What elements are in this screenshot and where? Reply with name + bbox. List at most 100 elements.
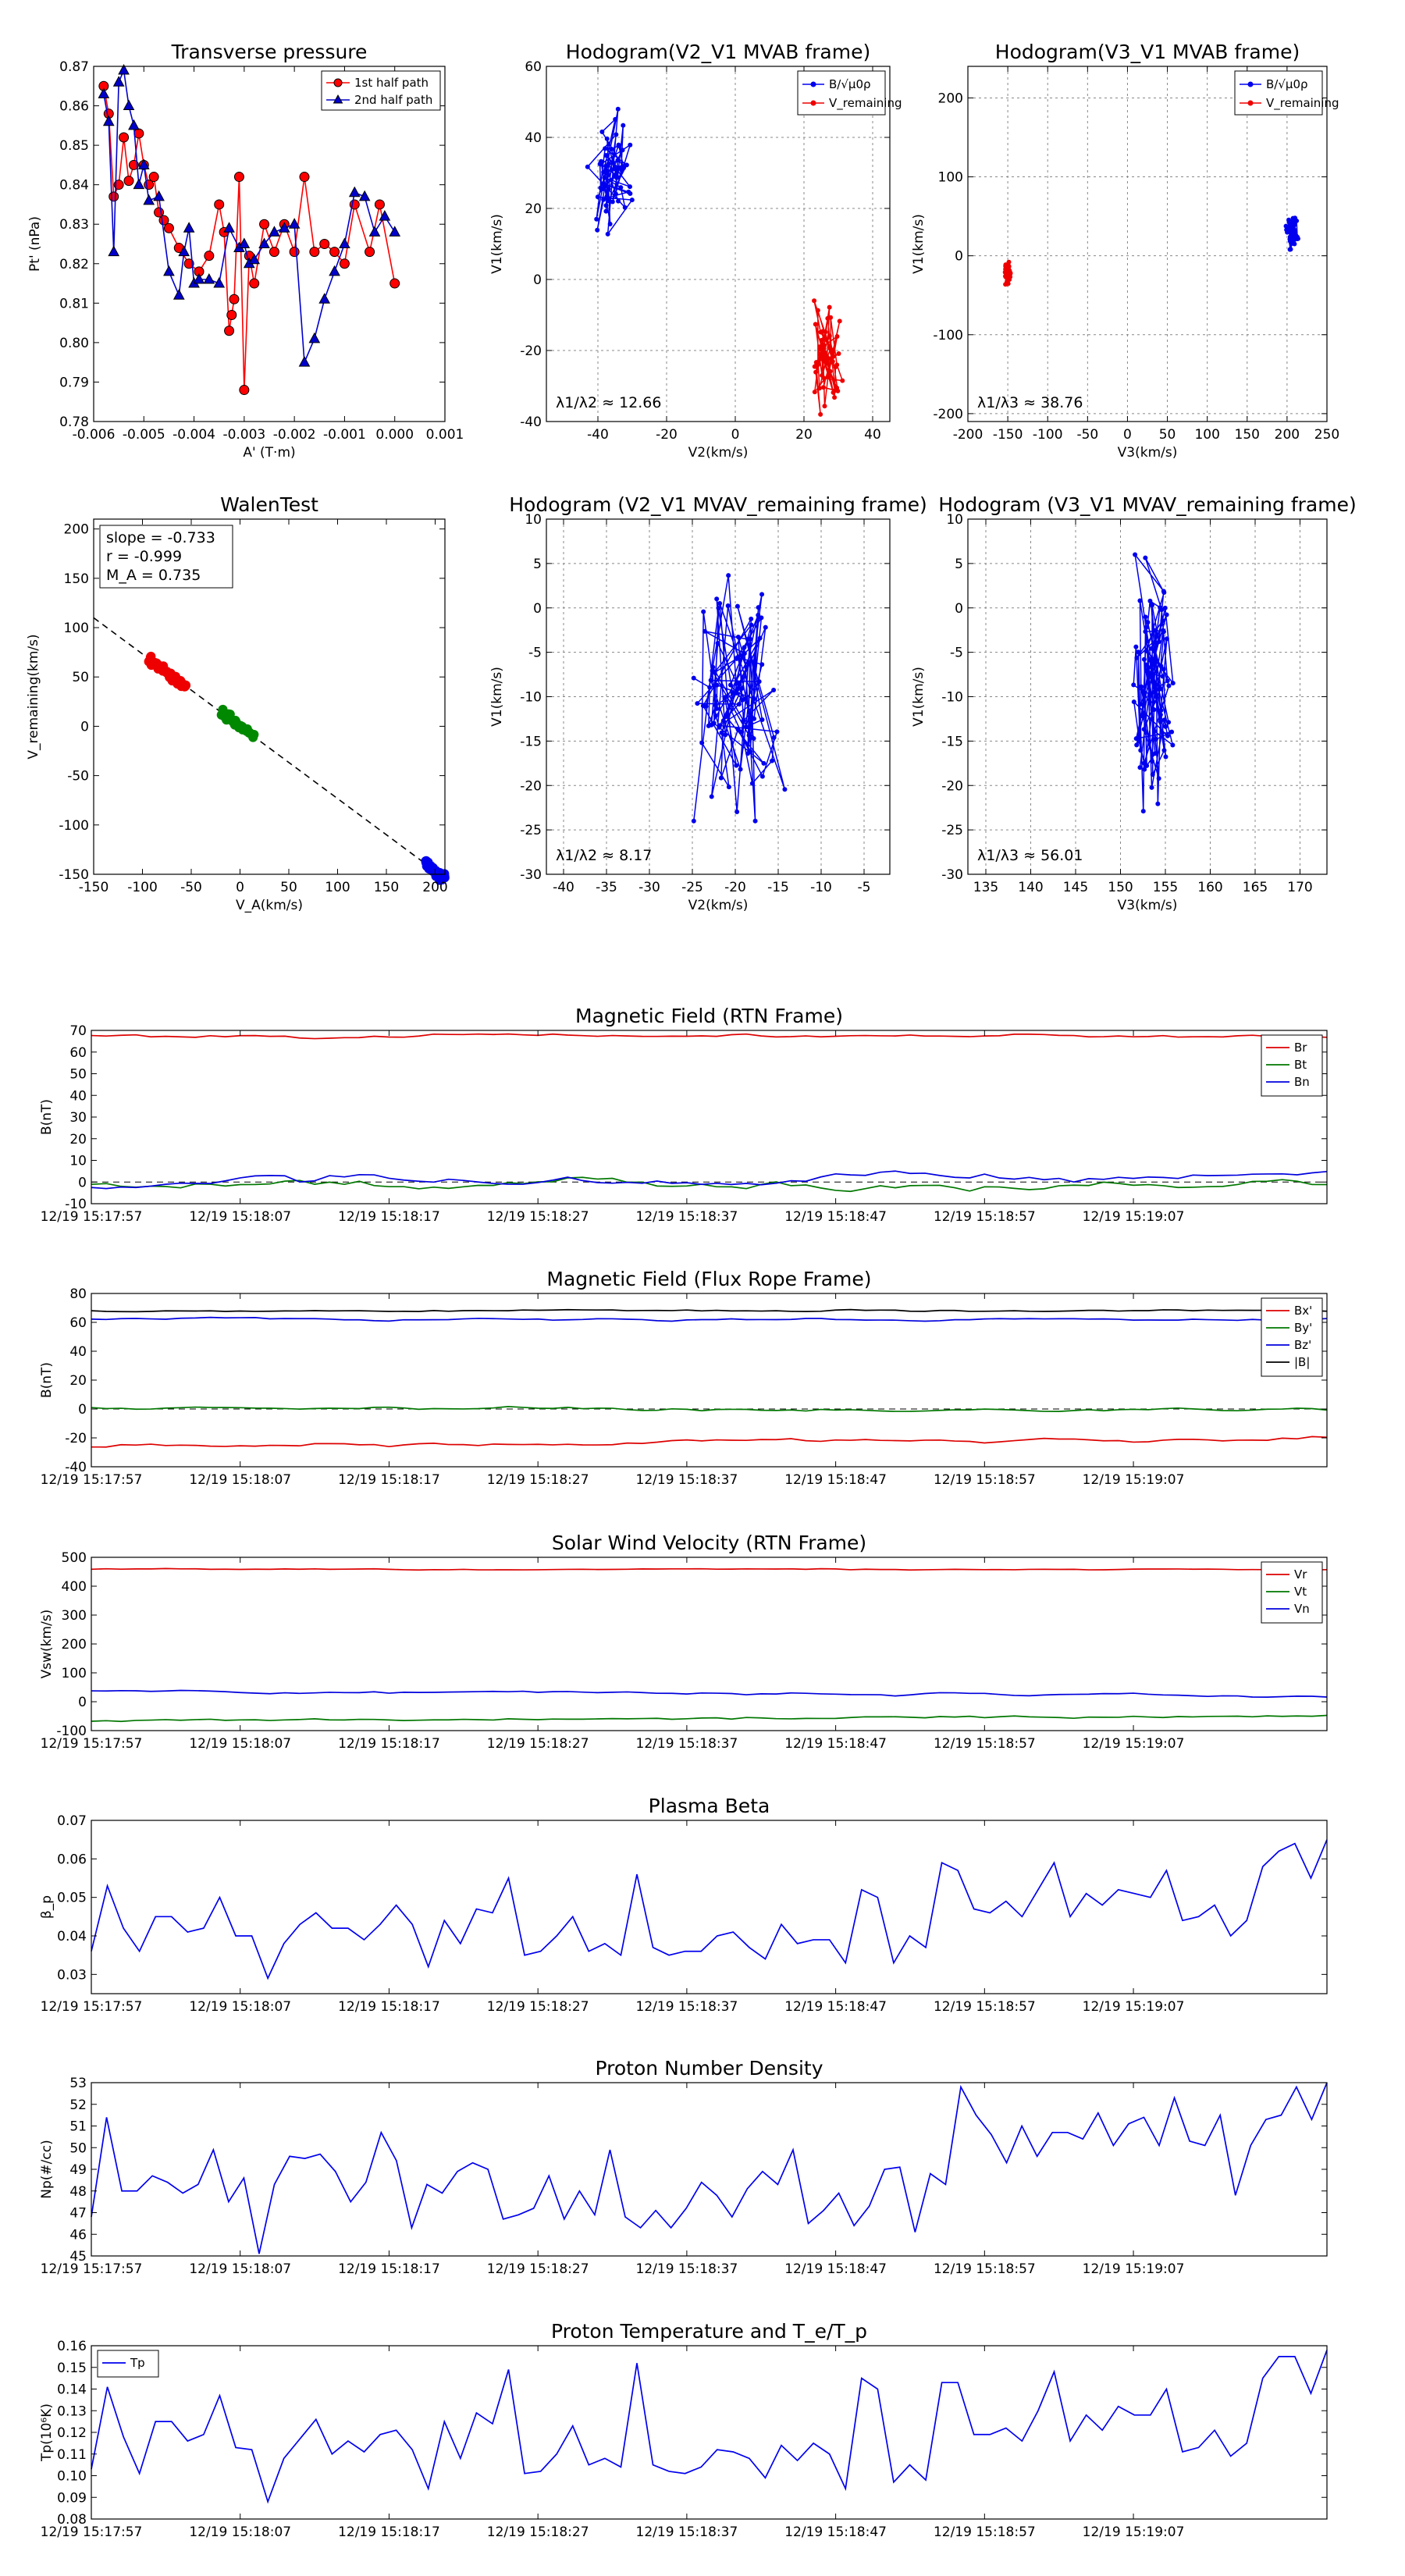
time-tick-label: 12/19 15:18:47: [784, 1736, 887, 1752]
data-point: [763, 624, 768, 630]
data-point: [714, 682, 720, 688]
data-point: [595, 194, 600, 200]
x-tick-label: 160: [1197, 880, 1222, 895]
x-tick-label: -0.004: [173, 427, 215, 443]
y-tick-label: 150: [64, 571, 89, 587]
y-tick-label: 0.85: [59, 138, 89, 154]
data-point: [817, 344, 823, 350]
data-point: [339, 258, 350, 269]
y-axis-label: V1(km/s): [911, 667, 927, 727]
legend-label: |B|: [1294, 1355, 1310, 1369]
data-point: [133, 178, 145, 190]
chart-title: Transverse pressure: [171, 41, 368, 63]
y-tick-label: 0.08: [57, 2512, 87, 2528]
series-line-beta: [91, 1839, 1328, 1980]
x-tick-label: 170: [1287, 880, 1312, 895]
data-point: [318, 293, 331, 304]
x-tick-label: 155: [1153, 880, 1178, 895]
data-point: [605, 231, 610, 237]
data-point: [610, 199, 615, 205]
data-point: [289, 247, 300, 258]
y-tick-label: -200: [933, 407, 963, 422]
data-point: [1161, 628, 1166, 633]
data-point: [148, 172, 159, 183]
data-point: [348, 186, 361, 197]
legend-marker: [810, 100, 816, 106]
data-point: [613, 116, 618, 122]
data-point: [832, 395, 838, 400]
y-tick-label: 500: [62, 1550, 87, 1566]
data-point: [756, 612, 761, 617]
data-point: [1148, 646, 1154, 651]
data-point: [752, 818, 758, 824]
data-point: [739, 729, 745, 735]
y-tick-label: -40: [520, 415, 542, 430]
y-tick-label: 0: [78, 1402, 87, 1418]
chart-title: Proton Number Density: [596, 2057, 823, 2080]
legend-box: [97, 2350, 159, 2378]
x-tick-label: -40: [553, 880, 574, 895]
time-tick-label: 12/19 15:18:37: [636, 1209, 738, 1225]
data-point: [1150, 772, 1155, 777]
y-tick-label: -100: [933, 328, 963, 343]
data-point: [1161, 748, 1167, 753]
legend-box: [1261, 1297, 1323, 1377]
data-point: [1291, 216, 1297, 222]
data-point: [339, 237, 350, 248]
data-point: [739, 686, 745, 692]
y-tick-label: 100: [64, 621, 89, 636]
data-point: [1153, 683, 1158, 688]
data-point: [624, 162, 629, 168]
data-point: [602, 175, 607, 180]
data-point: [1152, 728, 1158, 734]
series-line-Vn: [91, 1689, 1328, 1699]
time-tick-label: 12/19 15:19:07: [1083, 1999, 1185, 2015]
data-point: [742, 645, 747, 650]
data-point: [1158, 719, 1163, 724]
data-point: [358, 190, 371, 201]
data-point: [818, 411, 823, 417]
data-point: [1151, 689, 1157, 695]
x-tick-label: -50: [1076, 427, 1098, 443]
time-tick-label: 12/19 15:18:07: [189, 2261, 291, 2277]
data-point: [1004, 281, 1009, 286]
data-point: [815, 308, 820, 313]
y-tick-label: 0.79: [59, 375, 89, 390]
y-tick-label: 30: [69, 1110, 87, 1126]
y-tick-label: 0: [78, 1695, 87, 1710]
data-point: [1131, 682, 1136, 688]
y-tick-label: 0.84: [59, 178, 89, 194]
y-tick-label: -10: [65, 1197, 87, 1212]
data-point: [744, 664, 749, 670]
data-point: [119, 132, 130, 143]
y-tick-label: 200: [62, 1637, 87, 1653]
data-point: [1134, 742, 1140, 748]
data-point: [1158, 605, 1163, 610]
data-point: [622, 205, 628, 210]
chart-proton-number-density: 12/19 15:17:57 12/19 15:18:07 12/19 15:18:…: [39, 2057, 1328, 2277]
walen-point: [144, 656, 154, 667]
data-point: [183, 222, 195, 233]
chart-solar-wind-velocity: 12/19 15:17:57 12/19 15:18:07 12/19 15:18:…: [39, 1532, 1328, 1752]
data-point: [700, 703, 706, 709]
y-axis-label: Pt' (nPa): [27, 216, 43, 272]
legend-marker: [1247, 100, 1254, 106]
legend-marker: [333, 94, 343, 104]
legend-label: Bt: [1294, 1058, 1307, 1072]
x-tick-label: -100: [1033, 427, 1063, 443]
eigenvalue-ratio: λ1/λ3 ≈ 56.01: [977, 847, 1083, 864]
data-point: [616, 143, 621, 148]
data-point: [749, 622, 754, 628]
time-tick-label: 12/19 15:17:57: [41, 2524, 143, 2540]
data-point: [288, 218, 301, 229]
data-point: [1160, 618, 1165, 624]
data-point: [748, 749, 753, 754]
data-point: [1170, 681, 1176, 686]
data-point: [716, 605, 721, 610]
data-point: [830, 359, 835, 365]
data-point: [609, 146, 614, 151]
legend-box: [321, 70, 441, 111]
time-tick-label: 12/19 15:18:17: [338, 1999, 440, 2015]
legend-marker: [810, 81, 816, 87]
data-point: [1131, 699, 1136, 705]
